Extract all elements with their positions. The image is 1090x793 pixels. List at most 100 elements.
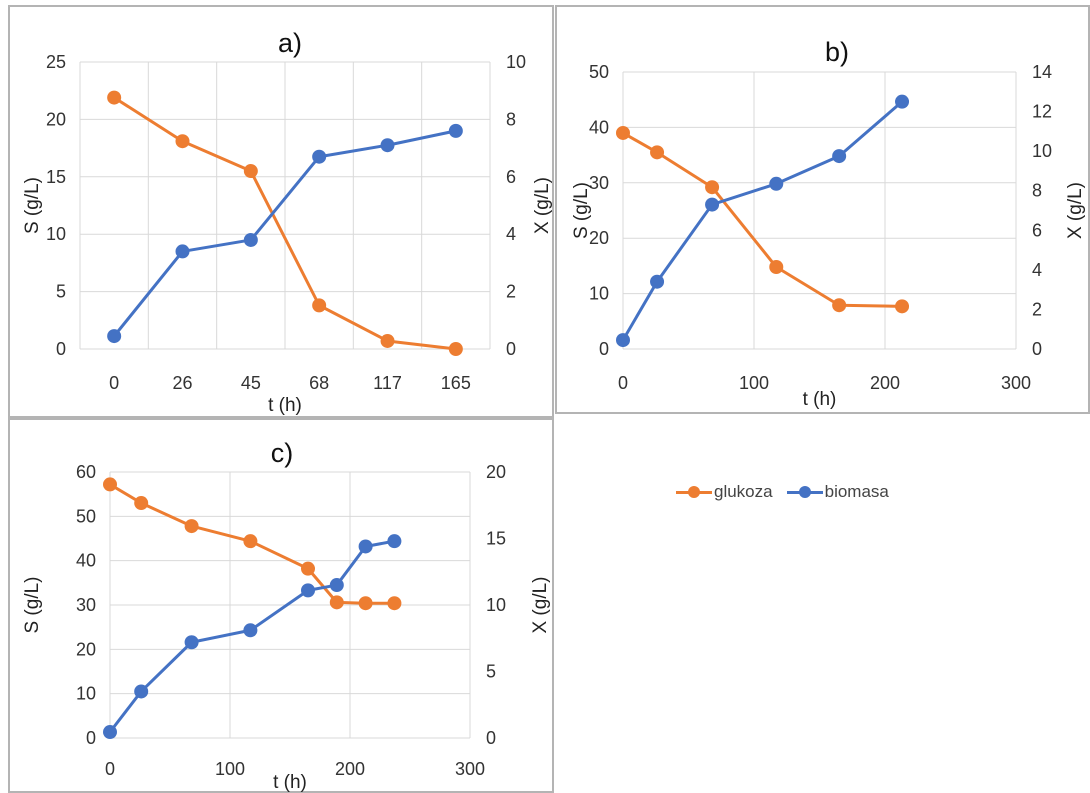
x-tick-label: 0 — [109, 373, 119, 393]
data-point-glukoza — [895, 299, 910, 314]
y-tick-label: 0 — [599, 339, 609, 359]
y-tick-label: 40 — [589, 117, 609, 137]
y-tick-label: 20 — [589, 228, 609, 248]
series-line-glukoza — [113, 96, 457, 351]
x-tick-label: 117 — [373, 373, 402, 393]
y2-tick-label: 15 — [486, 529, 506, 549]
series-line-biomasa — [621, 100, 904, 341]
data-point-glukoza — [175, 134, 190, 149]
y-tick-label: 20 — [46, 109, 66, 129]
data-point-glukoza — [380, 333, 395, 348]
data-point-glukoza — [448, 342, 463, 356]
data-point-biomasa — [175, 244, 190, 259]
data-point-glukoza — [103, 477, 117, 492]
data-point-biomasa — [832, 149, 847, 164]
chart-title: b) — [825, 37, 849, 67]
y2-tick-label: 12 — [1032, 102, 1052, 122]
y2-tick-label: 0 — [486, 728, 496, 748]
series-line-biomasa — [108, 539, 395, 733]
y-tick-label: 0 — [56, 339, 66, 359]
y-tick-label: 10 — [76, 684, 96, 704]
data-point-glukoza — [387, 596, 402, 611]
y-tick-label: 0 — [86, 728, 96, 748]
data-point-biomasa — [301, 583, 315, 598]
data-point-glukoza — [705, 180, 720, 195]
x-axis-label: t (h) — [803, 389, 837, 410]
y2-tick-label: 4 — [506, 224, 516, 244]
y2-tick-label: 6 — [1032, 220, 1042, 240]
y2-tick-label: 0 — [506, 339, 516, 359]
y2-tick-label: 4 — [1032, 260, 1042, 280]
chart-panel-a: 0 5 10 15 20 25 0 2 4 6 8 10 0 26 45 68 117 165 a) t (h) S (… — [8, 5, 554, 418]
y-tick-label: 5 — [56, 282, 66, 302]
y2-axis-label: X (g/L) — [530, 576, 551, 633]
x-tick-label: 0 — [618, 373, 628, 393]
y-tick-label: 20 — [76, 639, 96, 659]
chart-panel-c: 0 10 20 30 40 50 60 0 5 10 15 20 0 100 200 300 c) t (h) S … — [8, 418, 554, 793]
y2-tick-label: 10 — [1032, 141, 1052, 161]
x-tick-label: 300 — [455, 759, 485, 779]
data-point-glukoza — [358, 596, 373, 611]
x-tick-label: 26 — [172, 373, 192, 393]
y-tick-label: 25 — [46, 52, 66, 72]
y2-tick-label: 6 — [506, 167, 516, 187]
y-tick-label: 50 — [76, 506, 96, 526]
y2-tick-label: 5 — [486, 662, 496, 682]
y2-axis-label: X (g/L) — [532, 177, 553, 234]
legend-swatch-glukoza — [676, 486, 712, 498]
data-point-biomasa — [705, 197, 720, 212]
data-point-biomasa — [103, 725, 117, 740]
data-point-biomasa — [769, 176, 784, 191]
y-tick-label: 15 — [46, 167, 66, 187]
y2-tick-label: 0 — [1032, 339, 1042, 359]
y-tick-label: 10 — [46, 224, 66, 244]
data-point-biomasa — [329, 578, 344, 593]
y-tick-label: 40 — [76, 551, 96, 571]
data-point-glukoza — [650, 145, 665, 160]
data-point-biomasa — [380, 138, 395, 153]
y2-tick-label: 20 — [486, 462, 506, 482]
data-point-glukoza — [312, 298, 327, 313]
data-point-biomasa — [134, 684, 149, 699]
legend: glukoza biomasa — [676, 482, 889, 502]
x-tick-label: 45 — [241, 373, 261, 393]
chart-panel-b: 0 10 20 30 40 50 0 2 4 6 8 10 12 14 0 100 200 300 b) t (h) S… — [555, 5, 1090, 414]
data-point-biomasa — [312, 149, 327, 164]
y2-tick-label: 2 — [506, 282, 516, 302]
data-point-biomasa — [616, 333, 630, 348]
legend-label-glukoza: glukoza — [714, 482, 773, 501]
y-tick-label: 50 — [589, 62, 609, 82]
data-point-biomasa — [895, 94, 910, 109]
y-tick-label: 60 — [76, 462, 96, 482]
data-point-glukoza — [301, 561, 315, 576]
legend-label-biomasa: biomasa — [824, 482, 889, 501]
series-line-glukoza — [622, 131, 903, 308]
y-axis-label: S (g/L) — [22, 576, 43, 633]
x-tick-label: 300 — [1001, 373, 1031, 393]
chart-title: c) — [271, 438, 294, 468]
x-tick-label: 100 — [215, 759, 245, 779]
data-point-glukoza — [329, 595, 344, 610]
data-point-glukoza — [184, 519, 199, 534]
data-point-glukoza — [134, 496, 149, 511]
data-point-biomasa — [358, 539, 373, 554]
legend-item-glukoza: glukoza — [676, 482, 773, 502]
y-axis-label: S (g/L) — [22, 177, 43, 234]
data-point-biomasa — [448, 123, 463, 138]
legend-swatch-biomasa — [786, 486, 823, 498]
y-tick-label: 30 — [76, 595, 96, 615]
x-tick-label: 200 — [335, 759, 365, 779]
x-axis-label: t (h) — [273, 772, 307, 793]
data-point-glukoza — [243, 534, 258, 549]
x-tick-label: 200 — [870, 373, 900, 393]
y2-tick-label: 8 — [1032, 181, 1042, 201]
y2-tick-label: 14 — [1032, 62, 1052, 82]
data-point-biomasa — [387, 534, 402, 549]
x-tick-label: 165 — [441, 373, 471, 393]
chart-b-svg: 0 10 20 30 40 50 0 2 4 6 8 10 12 14 0 100 200 300 b) t (h) S… — [571, 37, 1086, 410]
y-tick-label: 10 — [589, 284, 609, 304]
y2-tick-label: 2 — [1032, 299, 1042, 319]
x-tick-label: 100 — [739, 373, 769, 393]
